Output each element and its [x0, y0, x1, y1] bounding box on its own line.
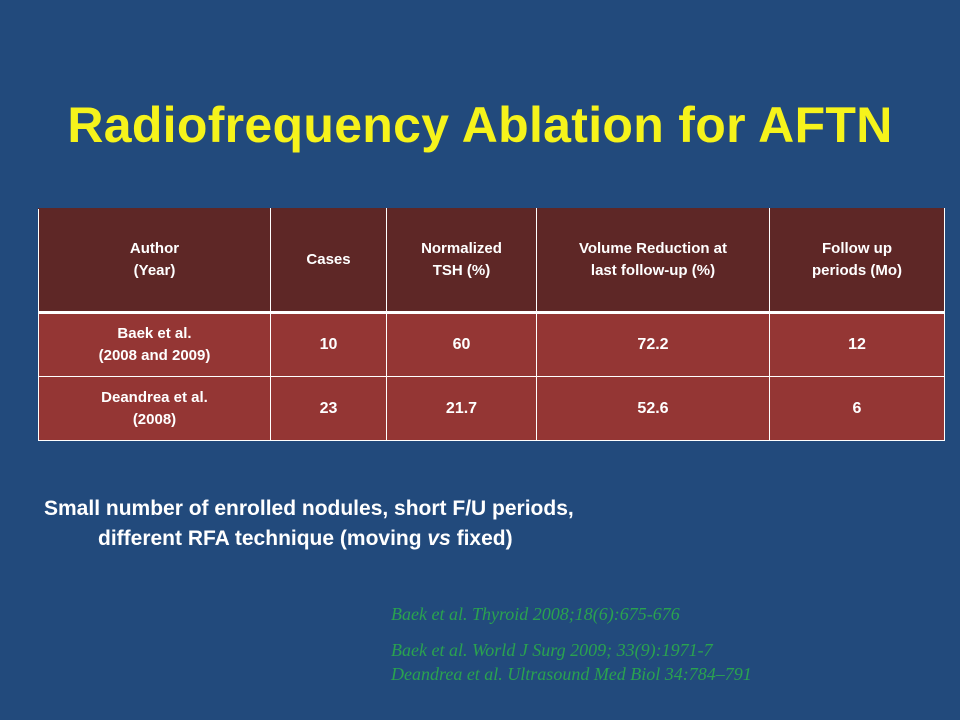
header-followup-line2: periods (Mo): [812, 262, 902, 279]
reference-item: Baek et al. World J Surg 2009; 33(9):197…: [391, 640, 713, 660]
header-volume-reduction: Volume Reduction at last follow-up (%): [536, 208, 770, 314]
header-volume-line1: Volume Reduction at: [578, 240, 728, 257]
references: Baek et al. Thyroid 2008;18(6):675-676 B…: [391, 602, 752, 686]
header-author: Author (Year): [38, 208, 271, 314]
cell-cases: 23: [270, 376, 387, 441]
header-author-line1: Author: [129, 240, 180, 257]
header-tsh-line1: Normalized: [421, 240, 502, 257]
author-name: Deandrea et al.: [101, 388, 208, 406]
header-volume-line2: last follow-up (%): [590, 262, 716, 279]
cell-follow-up: 6: [769, 376, 945, 441]
cell-cases: 10: [270, 312, 387, 377]
cell-normalized-tsh: 60: [386, 312, 537, 377]
header-cases-label: Cases: [306, 251, 351, 268]
cell-author: Deandrea et al. (2008): [38, 376, 271, 441]
limitations-note: Small number of enrolled nodules, short …: [44, 494, 924, 554]
cell-follow-up: 12: [769, 312, 945, 377]
slide-title: Radiofrequency Ablation for AFTN: [67, 97, 893, 153]
header-normalized-tsh: Normalized TSH (%): [386, 208, 537, 314]
reference-item: Baek et al. Thyroid 2008;18(6):675-676: [391, 604, 680, 624]
note-line1: Small number of enrolled nodules, short …: [44, 497, 574, 520]
header-cases: Cases: [270, 208, 387, 314]
author-year: (2008 and 2009): [98, 347, 211, 364]
note-line2-end: fixed): [450, 527, 513, 550]
cell-normalized-tsh: 21.7: [386, 376, 537, 441]
header-author-line2: (Year): [133, 262, 176, 279]
note-line2-italic: vs: [427, 527, 451, 550]
table-row: Deandrea et al. (2008) 23 21.7 52.6 6: [38, 376, 945, 441]
author-year: (2008): [132, 410, 177, 428]
header-tsh-line2: TSH (%): [432, 262, 491, 279]
cell-volume-reduction: 72.2: [536, 312, 770, 377]
cell-author: Baek et al. (2008 and 2009): [38, 312, 271, 377]
table-header-row: Author (Year) Cases Normalized TSH (%) V…: [38, 208, 945, 314]
note-line2-start: different RFA technique (moving: [98, 527, 428, 550]
table-row: Baek et al. (2008 and 2009) 10 60 72.2 1…: [38, 312, 945, 377]
cell-volume-reduction: 52.6: [536, 376, 770, 441]
note-line2: different RFA technique (moving vs fixed…: [44, 524, 924, 554]
author-name: Baek et al.: [117, 325, 192, 342]
results-table: Author (Year) Cases Normalized TSH (%) V…: [38, 208, 945, 441]
reference-item: Deandrea et al. Ultrasound Med Biol 34:7…: [391, 664, 752, 684]
header-follow-up: Follow up periods (Mo): [769, 208, 945, 314]
header-followup-line1: Follow up: [822, 240, 892, 257]
